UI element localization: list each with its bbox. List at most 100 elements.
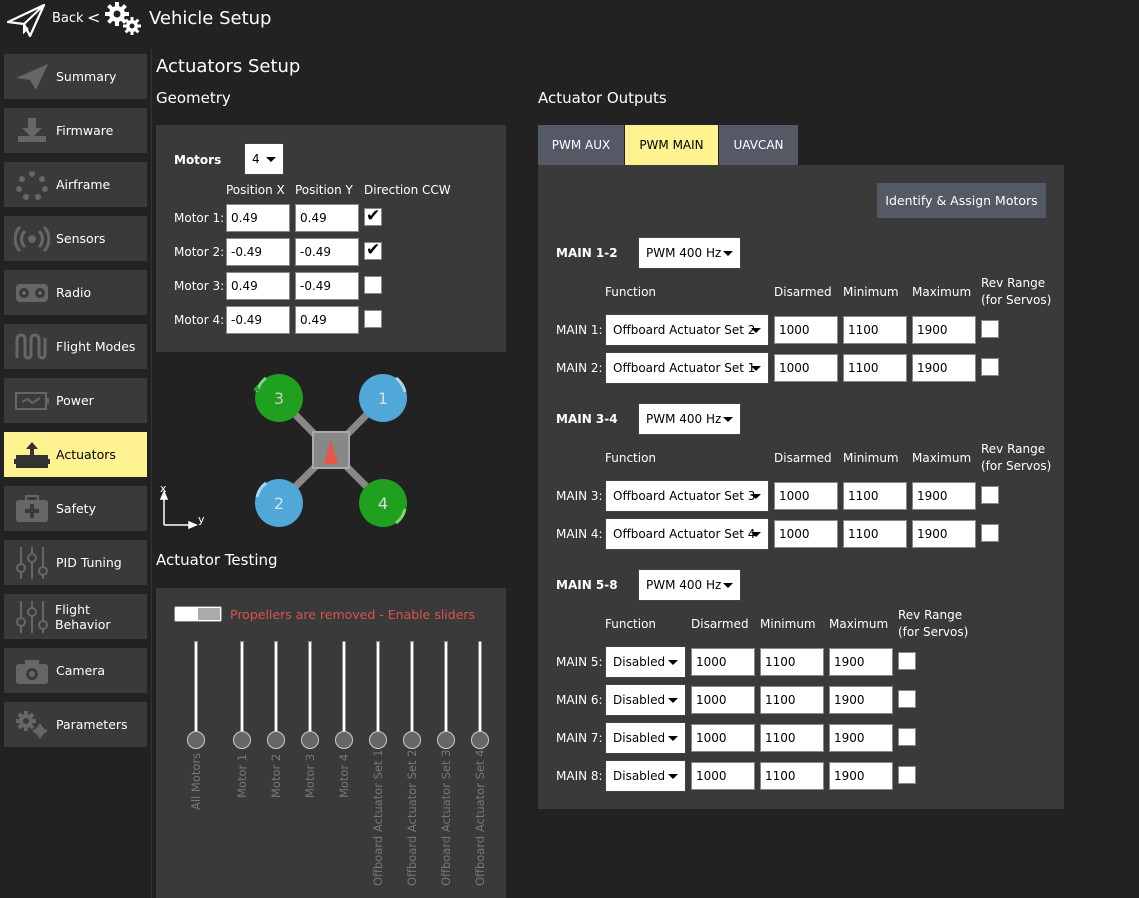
pwm-rate-select[interactable]: PWM 400 Hz [638, 237, 741, 269]
motor-ccw-checkbox[interactable] [364, 276, 382, 294]
motor-position-x-input[interactable] [226, 272, 290, 300]
sidebar-item-flight-modes[interactable]: Flight Modes [4, 324, 147, 369]
disarmed-input[interactable] [774, 482, 838, 510]
minimum-input[interactable] [760, 762, 824, 790]
function-select[interactable]: Offboard Actuator Set 2 [605, 314, 769, 346]
switch-knob [198, 608, 220, 620]
rev-range-checkbox[interactable] [898, 652, 916, 670]
sidebar-item-firmware[interactable]: Firmware [4, 108, 147, 153]
maximum-input[interactable] [829, 724, 893, 752]
sidebar-item-label: Power [56, 393, 94, 408]
function-select[interactable]: Disabled [605, 646, 686, 678]
motor-position-y-input[interactable] [295, 272, 359, 300]
sidebar-item-parameters[interactable]: Parameters [4, 702, 147, 747]
sliders-icon [12, 543, 52, 583]
minimum-input[interactable] [760, 724, 824, 752]
minimum-input[interactable] [843, 316, 907, 344]
motor-2-slider[interactable] [267, 731, 285, 749]
rev-range-checkbox[interactable] [981, 358, 999, 376]
maximum-input[interactable] [829, 648, 893, 676]
pwm-rate-select[interactable]: PWM 400 Hz [638, 403, 741, 435]
rev-range-checkbox[interactable] [898, 766, 916, 784]
sidebar-item-airframe[interactable]: Airframe [4, 162, 147, 207]
rev-range-checkbox[interactable] [898, 690, 916, 708]
slider-track [376, 641, 380, 741]
function-select[interactable]: Disabled [605, 760, 686, 792]
minimum-input[interactable] [843, 354, 907, 382]
enable-sliders-switch[interactable] [174, 606, 222, 622]
motor-position-y-input[interactable] [295, 306, 359, 334]
motor-1-slider[interactable] [233, 731, 251, 749]
col-rev-range-sub: (for Servos) [981, 293, 1052, 307]
motor-ccw-checkbox[interactable]: ✔ [364, 240, 382, 260]
sidebar-item-flight-behavior[interactable]: Flight Behavior [4, 594, 147, 639]
output-row-label: MAIN 5: [556, 655, 603, 669]
back-button[interactable]: Back [52, 11, 84, 26]
tab-pwm-main[interactable]: PWM MAIN [625, 125, 718, 165]
actuator-testing-heading: Actuator Testing [156, 551, 278, 569]
all-motors-slider[interactable] [187, 731, 205, 749]
motor-position-y-input[interactable] [295, 204, 359, 232]
disarmed-input[interactable] [774, 354, 838, 382]
minimum-input[interactable] [760, 648, 824, 676]
maximum-input[interactable] [912, 520, 976, 548]
rev-range-checkbox[interactable] [981, 320, 999, 338]
function-value: Disabled [613, 769, 666, 783]
function-value: Offboard Actuator Set 1 [613, 361, 756, 375]
sidebar-item-summary[interactable]: Summary [4, 54, 147, 99]
sidebar-item-label: Radio [56, 285, 92, 300]
sidebar-item-actuators[interactable]: Actuators [4, 432, 147, 477]
disarmed-input[interactable] [691, 686, 755, 714]
disarmed-input[interactable] [691, 762, 755, 790]
sidebar-item-power[interactable]: Power [4, 378, 147, 423]
offboard-set-1-slider[interactable] [369, 731, 387, 749]
maximum-input[interactable] [912, 316, 976, 344]
disarmed-input[interactable] [774, 316, 838, 344]
tab-pwm-aux[interactable]: PWM AUX [538, 125, 624, 165]
offboard-set-2-slider[interactable] [403, 731, 421, 749]
slider-track [240, 641, 244, 741]
maximum-input[interactable] [829, 762, 893, 790]
motor-position-x-input[interactable] [226, 204, 290, 232]
motor-position-x-input[interactable] [226, 238, 290, 266]
motors-count-select[interactable]: 4 [244, 143, 284, 175]
maximum-input[interactable] [912, 354, 976, 382]
disarmed-input[interactable] [691, 648, 755, 676]
minimum-input[interactable] [843, 482, 907, 510]
motor-position-x-input[interactable] [226, 306, 290, 334]
disarmed-input[interactable] [774, 520, 838, 548]
motor-ccw-checkbox[interactable]: ✔ [364, 206, 382, 226]
pwm-rate-value: PWM 400 Hz [646, 412, 722, 426]
pwm-rate-select[interactable]: PWM 400 Hz [638, 569, 741, 601]
maximum-input[interactable] [912, 482, 976, 510]
function-select[interactable]: Disabled [605, 684, 686, 716]
rev-range-checkbox[interactable] [981, 486, 999, 504]
check-icon: ✔ [366, 240, 381, 260]
rev-range-checkbox[interactable] [981, 524, 999, 542]
function-select[interactable]: Offboard Actuator Set 3 [605, 480, 769, 512]
sidebar-item-sensors[interactable]: Sensors [4, 216, 147, 261]
sidebar-item-safety[interactable]: Safety [4, 486, 147, 531]
disarmed-input[interactable] [691, 724, 755, 752]
identify-assign-motors-button[interactable]: Identify & Assign Motors [877, 183, 1046, 218]
motor-4-slider[interactable] [335, 731, 353, 749]
motor-ccw-checkbox[interactable] [364, 310, 382, 328]
function-select[interactable]: Offboard Actuator Set 1 [605, 352, 769, 384]
motor-position-y-input[interactable] [295, 238, 359, 266]
function-select[interactable]: Disabled [605, 722, 686, 754]
offboard-set-4-slider[interactable] [471, 731, 489, 749]
sidebar-item-pid-tuning[interactable]: PID Tuning [4, 540, 147, 585]
offboard-set-3-slider[interactable] [437, 731, 455, 749]
tab-uavcan[interactable]: UAVCAN [719, 125, 798, 165]
sliders-icon [12, 597, 51, 637]
rev-range-checkbox[interactable] [898, 728, 916, 746]
sidebar-item-radio[interactable]: Radio [4, 270, 147, 315]
function-select[interactable]: Offboard Actuator Set 4 [605, 518, 769, 550]
maximum-input[interactable] [829, 686, 893, 714]
minimum-input[interactable] [760, 686, 824, 714]
sidebar-item-camera[interactable]: Camera [4, 648, 147, 693]
output-row-label: MAIN 6: [556, 693, 603, 707]
paper-plane-icon[interactable] [6, 2, 46, 38]
minimum-input[interactable] [843, 520, 907, 548]
motor-3-slider[interactable] [301, 731, 319, 749]
